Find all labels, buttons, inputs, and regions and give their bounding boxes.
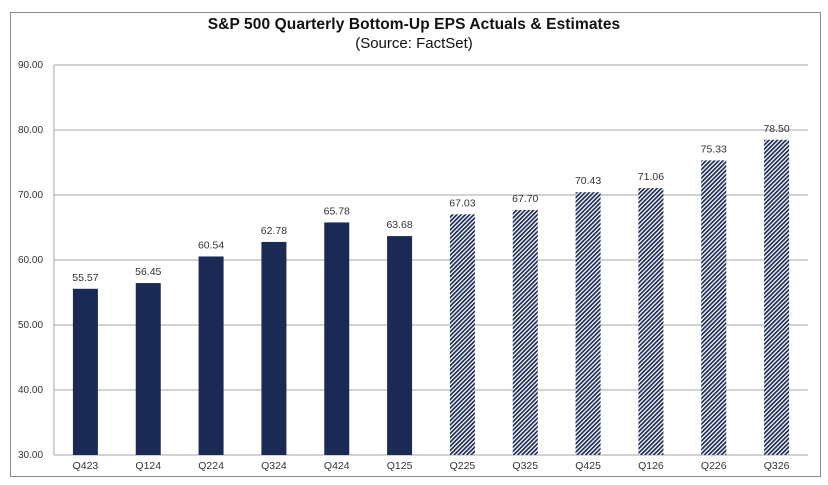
bar-estimate <box>449 214 475 455</box>
bar-actual <box>198 256 224 455</box>
y-tick-label: 40.00 <box>18 385 43 396</box>
bar-estimate <box>701 160 727 456</box>
data-label: 63.68 <box>386 219 412 231</box>
y-tick-label: 80.00 <box>18 125 43 136</box>
chart-frame <box>10 12 821 477</box>
bar-actual <box>72 288 98 455</box>
data-label: 71.06 <box>638 171 664 183</box>
bar-actual <box>135 283 161 455</box>
data-label: 70.43 <box>575 175 601 187</box>
y-axis: 30.00 40.00 50.00 60.00 70.00 80.00 90.00 <box>18 60 43 461</box>
chart-title: S&P 500 Quarterly Bottom-Up EPS Actuals … <box>207 16 621 33</box>
y-tick-label: 70.00 <box>18 190 43 201</box>
bar-actual <box>387 236 413 455</box>
y-tick-label: 60.00 <box>18 255 43 266</box>
x-tick-label: Q226 <box>701 460 727 472</box>
y-tick-label: 90.00 <box>18 60 43 71</box>
bar-estimate <box>512 209 538 455</box>
x-tick-label: Q423 <box>73 460 99 472</box>
x-tick-label: Q324 <box>261 460 287 472</box>
data-label: 56.45 <box>135 266 161 278</box>
y-tick-label: 30.00 <box>18 450 43 461</box>
x-tick-label: Q225 <box>450 460 476 472</box>
chart-subtitle: (Source: FactSet) <box>355 35 473 52</box>
x-tick-label: Q125 <box>387 460 413 472</box>
x-axis: Q423 Q124 Q224 Q324 Q424 Q125 Q225 Q325 Q425 Q126… <box>73 460 790 472</box>
data-label: 75.33 <box>701 143 727 155</box>
data-label: 67.70 <box>512 193 538 205</box>
x-tick-label: Q124 <box>135 460 161 472</box>
x-tick-label: Q326 <box>764 460 790 472</box>
x-tick-label: Q224 <box>198 460 224 472</box>
data-label: 78.50 <box>763 123 789 135</box>
x-tick-label: Q126 <box>638 460 664 472</box>
x-tick-label: Q325 <box>512 460 538 472</box>
gridlines <box>53 64 808 456</box>
data-label: 62.78 <box>261 225 287 237</box>
data-label: 67.03 <box>449 197 475 209</box>
bar-estimate <box>575 192 601 455</box>
data-label: 65.78 <box>324 205 350 217</box>
data-labels: 55.57 56.45 60.54 62.78 65.78 63.68 67.03 67.70… <box>72 123 790 284</box>
bar-estimate <box>638 188 664 456</box>
x-tick-label: Q425 <box>575 460 601 472</box>
bar-actual <box>324 222 350 455</box>
data-label: 60.54 <box>198 239 224 251</box>
bars <box>72 139 790 456</box>
bar-estimate <box>764 139 790 455</box>
y-tick-label: 50.00 <box>18 320 43 331</box>
bar-actual <box>261 241 287 455</box>
x-tick-label: Q424 <box>324 460 350 472</box>
data-label: 55.57 <box>72 272 98 284</box>
